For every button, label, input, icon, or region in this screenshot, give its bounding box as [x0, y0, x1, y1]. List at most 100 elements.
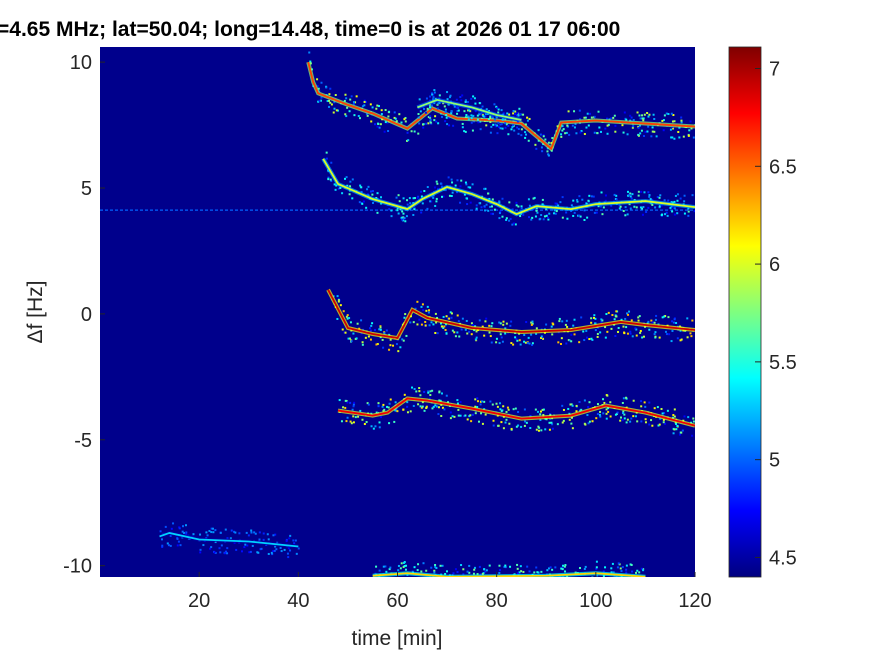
noise-pixel: [665, 211, 668, 214]
noise-pixel: [226, 547, 229, 550]
noise-pixel: [524, 341, 527, 344]
noise-pixel: [611, 314, 614, 317]
noise-pixel: [381, 338, 384, 341]
noise-pixel: [412, 321, 415, 324]
noise-pixel: [373, 123, 376, 126]
noise-pixel: [588, 338, 591, 341]
noise-pixel: [510, 128, 513, 131]
noise-pixel: [229, 537, 232, 540]
noise-pixel: [462, 568, 465, 571]
noise-pixel: [568, 133, 571, 136]
noise-pixel: [309, 60, 312, 63]
noise-pixel: [630, 563, 633, 566]
noise-pixel: [480, 112, 483, 115]
noise-pixel: [545, 418, 548, 421]
noise-pixel: [591, 576, 594, 577]
noise-pixel: [555, 202, 558, 205]
noise-pixel: [495, 402, 498, 405]
noise-pixel: [451, 415, 454, 418]
noise-pixel: [648, 328, 651, 331]
noise-pixel: [464, 99, 467, 102]
noise-pixel: [678, 136, 681, 139]
noise-pixel: [488, 324, 491, 327]
noise-pixel: [514, 407, 517, 410]
noise-pixel: [613, 193, 616, 196]
noise-pixel: [483, 334, 486, 337]
noise-pixel: [412, 197, 415, 200]
noise-pixel: [663, 412, 666, 415]
noise-pixel: [430, 104, 433, 107]
noise-pixel: [438, 391, 441, 394]
noise-pixel: [601, 319, 604, 322]
noise-pixel: [530, 321, 533, 324]
noise-pixel: [288, 537, 291, 540]
noise-pixel: [417, 113, 420, 116]
noise-pixel: [338, 399, 341, 402]
noise-pixel: [455, 98, 458, 101]
noise-pixel: [363, 99, 366, 102]
noise-pixel: [460, 99, 463, 102]
noise-pixel: [437, 413, 440, 416]
noise-pixel: [578, 195, 581, 198]
noise-pixel: [423, 581, 425, 583]
noise-pixel: [527, 139, 530, 142]
noise-pixel: [560, 337, 563, 340]
noise-pixel: [528, 204, 531, 207]
noise-pixel: [319, 99, 322, 102]
noise-pixel: [396, 410, 399, 413]
noise-pixel: [357, 415, 360, 418]
noise-pixel: [351, 408, 354, 411]
noise-pixel: [218, 547, 221, 550]
noise-pixel: [552, 323, 555, 326]
noise-pixel: [625, 326, 628, 329]
noise-pixel: [597, 326, 600, 329]
noise-pixel: [532, 197, 535, 200]
noise-pixel: [379, 325, 382, 328]
noise-pixel: [602, 206, 605, 209]
noise-pixel: [534, 215, 537, 218]
noise-pixel: [479, 403, 482, 406]
noise-pixel: [652, 113, 655, 116]
noise-pixel: [448, 116, 451, 119]
noise-pixel: [498, 201, 501, 204]
noise-pixel: [330, 103, 333, 106]
noise-pixel: [267, 538, 270, 541]
noise-pixel: [484, 320, 487, 323]
noise-pixel: [335, 184, 338, 187]
noise-pixel: [493, 103, 496, 106]
noise-pixel: [388, 568, 391, 571]
noise-pixel: [378, 126, 381, 129]
noise-pixel: [230, 529, 233, 532]
noise-pixel: [669, 128, 672, 131]
noise-pixel: [512, 110, 515, 113]
noise-pixel: [664, 330, 667, 333]
noise-pixel: [453, 331, 456, 334]
noise-pixel: [449, 417, 452, 420]
noise-pixel: [402, 197, 405, 200]
noise-pixel: [561, 421, 564, 424]
noise-pixel: [434, 115, 437, 118]
noise-pixel: [403, 216, 406, 219]
noise-pixel: [463, 130, 466, 133]
noise-pixel: [547, 141, 550, 144]
noise-pixel: [573, 318, 576, 321]
noise-pixel: [433, 91, 436, 94]
noise-pixel: [545, 323, 548, 326]
noise-pixel: [377, 404, 380, 407]
noise-pixel: [625, 579, 627, 581]
noise-pixel: [456, 109, 459, 112]
noise-pixel: [492, 424, 495, 427]
noise-pixel: [537, 571, 540, 574]
noise-pixel: [419, 110, 422, 113]
noise-pixel: [473, 120, 476, 123]
noise-pixel: [621, 566, 624, 569]
colorbar: [728, 46, 762, 578]
noise-pixel: [527, 336, 530, 339]
noise-pixel: [434, 204, 437, 207]
noise-pixel: [587, 124, 590, 127]
noise-pixel: [639, 329, 642, 332]
noise-pixel: [211, 527, 214, 530]
noise-pixel: [341, 192, 344, 195]
noise-pixel: [415, 390, 418, 393]
noise-pixel: [459, 401, 462, 404]
